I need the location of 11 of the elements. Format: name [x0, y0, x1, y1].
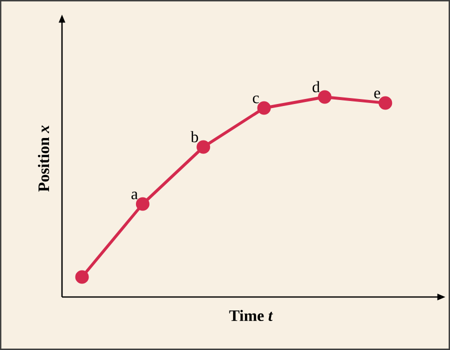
annotation: d	[312, 81, 320, 92]
point	[75, 270, 89, 284]
point	[257, 101, 271, 115]
annotation: e	[374, 90, 380, 98]
x-axis-title: Time t	[229, 310, 273, 322]
annotation: a	[131, 192, 138, 200]
annotation: c	[252, 96, 259, 104]
annotation: b	[190, 131, 198, 142]
point	[196, 140, 210, 154]
point	[378, 96, 392, 110]
y-axis-title: Position x	[38, 125, 50, 192]
